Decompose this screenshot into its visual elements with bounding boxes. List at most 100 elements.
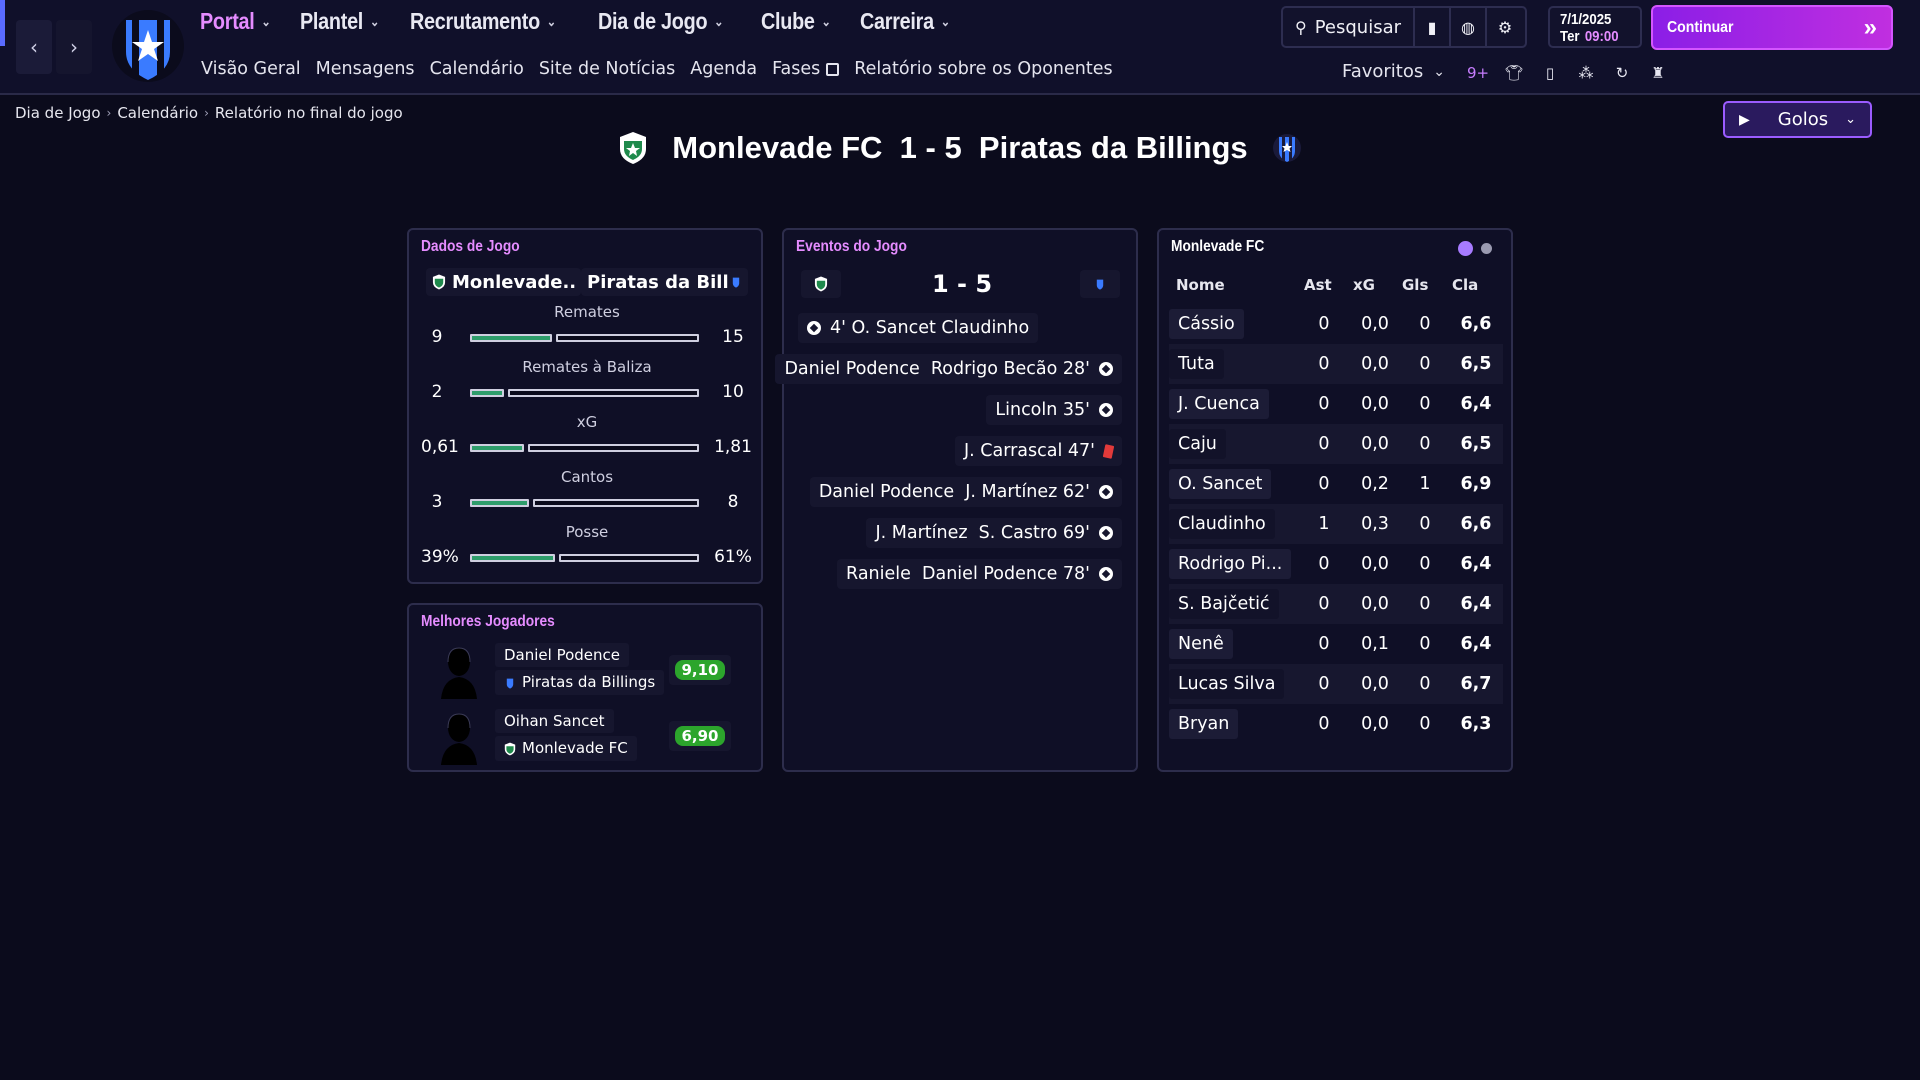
favorites-dropdown[interactable]: Favoritos ⌄ [1342, 61, 1445, 82]
tactics-board-icon[interactable]: ▯ [1545, 64, 1555, 82]
shirt-icon[interactable]: 👕︎ [1504, 64, 1524, 82]
assists-cell: 0 [1318, 434, 1330, 454]
player-name[interactable]: Caju [1169, 429, 1226, 459]
player-name[interactable]: O. Sancet [1169, 469, 1272, 499]
event-item[interactable]: J. Martínez S. Castro 69' [866, 518, 1122, 548]
subnav-calendario[interactable]: Calendário [429, 59, 524, 79]
search-icon: ⚲ [1295, 17, 1307, 37]
subnav-site-noticias[interactable]: Site de Notícias [538, 59, 676, 79]
lineup-ratings-panel: Monlevade FC Nome Ast xG Gls Cla Cássio 0… [1157, 228, 1513, 772]
nav-portal[interactable]: Portal ⌄ [200, 8, 271, 34]
assists-cell: 0 [1318, 634, 1330, 654]
stat-away-value: 1,81 [714, 437, 752, 457]
goals-highlights-button[interactable]: ▶ Golos ⌄ [1723, 101, 1872, 138]
table-row[interactable]: Cássio 0 0,0 0 6,6 [1169, 304, 1503, 344]
event-item[interactable]: J. Carrascal 47' [954, 436, 1122, 466]
table-row[interactable]: Bryan 0 0,0 0 6,3 [1169, 704, 1503, 744]
assists-cell: 0 [1318, 594, 1330, 614]
player-name[interactable]: Tuta [1169, 349, 1224, 379]
event-item[interactable]: Raniele Daniel Podence 78' [837, 559, 1122, 589]
xg-cell: 0,0 [1361, 394, 1389, 414]
breadcrumb-dia-de-jogo[interactable]: Dia de Jogo [15, 104, 101, 122]
best-player-row[interactable]: Oihan Sancet Monlevade FC 6,90 [437, 709, 747, 765]
subnav-mensagens[interactable]: Mensagens [315, 59, 415, 79]
date-text: 7/1/2025 [1560, 11, 1612, 28]
table-row[interactable]: J. Cuenca 0 0,0 0 6,4 [1169, 384, 1503, 424]
player-rating: 9,10 [675, 660, 725, 680]
table-row[interactable]: Tuta 0 0,0 0 6,5 [1169, 344, 1503, 384]
xg-cell: 0,2 [1361, 474, 1389, 494]
back-button[interactable]: ‹ [16, 20, 52, 74]
player-name: Daniel Podence [495, 643, 630, 667]
stat-away-value: 61% [714, 547, 752, 567]
globe-icon[interactable]: ◍ [1451, 8, 1488, 46]
player-name[interactable]: Lucas Silva [1169, 669, 1285, 699]
panel-title: Monlevade FC [1171, 238, 1265, 255]
nav-plantel[interactable]: Plantel ⌄ [299, 8, 380, 34]
player-name[interactable]: Rodrigo Pi... [1169, 549, 1292, 579]
table-row[interactable]: Rodrigo Pi... 0 0,0 0 6,4 [1169, 544, 1503, 584]
player-name[interactable]: S. Bajčetić [1169, 589, 1279, 619]
forward-button[interactable]: › [56, 20, 92, 74]
search-button[interactable]: ⚲ Pesquisar [1283, 8, 1416, 46]
stats-home-team[interactable]: Monlevade... [426, 268, 581, 296]
table-row[interactable]: Nenê 0 0,1 0 6,4 [1169, 624, 1503, 664]
table-row[interactable]: S. Bajčetić 0 0,0 0 6,4 [1169, 584, 1503, 624]
stats-away-team[interactable]: Piratas da Billi... [581, 268, 748, 296]
stat-home-bar-fill [472, 336, 550, 340]
subnav-relatorio-oponentes[interactable]: Relatório sobre os Oponentes [854, 59, 1113, 79]
player-name[interactable]: Bryan [1169, 709, 1239, 739]
panel-title: Melhores Jogadores [421, 613, 555, 630]
event-item[interactable]: Lincoln 35' [986, 395, 1122, 425]
stat-home-value: 3 [431, 492, 443, 512]
subnav-visao-geral[interactable]: Visão Geral [201, 59, 301, 79]
club-logo[interactable] [110, 8, 186, 84]
external-link-icon [826, 62, 840, 76]
trophy-icon[interactable]: ♜ [1651, 64, 1665, 82]
player-name[interactable]: Claudinho [1169, 509, 1275, 539]
stat-label: Remates [554, 303, 620, 321]
subnav-agenda[interactable]: Agenda [690, 59, 758, 79]
match-title-text: Monlevade FC 1 - 5 Piratas da Billings [672, 130, 1248, 165]
col-cla[interactable]: Cla [1452, 276, 1479, 294]
continue-button[interactable]: Continuar » [1651, 5, 1893, 50]
staff-icon[interactable]: ⁂ [1578, 64, 1594, 82]
bookmark-icon[interactable]: ▮ [1415, 8, 1452, 46]
page-dot-active[interactable] [1458, 241, 1473, 256]
stat-away-value: 10 [722, 382, 744, 402]
table-row[interactable]: O. Sancet 0 0,2 1 6,9 [1169, 464, 1503, 504]
col-xg[interactable]: xG [1353, 276, 1375, 294]
table-row[interactable]: Lucas Silva 0 0,0 0 6,7 [1169, 664, 1503, 704]
table-row[interactable]: Claudinho 1 0,3 0 6,6 [1169, 504, 1503, 544]
nav-recrutamento[interactable]: Recrutamento ⌄ [409, 8, 556, 34]
stat-away-bar [559, 554, 699, 562]
player-name[interactable]: J. Cuenca [1169, 389, 1269, 419]
event-item[interactable]: 4' O. Sancet Claudinho [798, 313, 1039, 343]
best-player-row[interactable]: Daniel Podence Piratas da Billings 9,10 [437, 643, 747, 699]
goals-cell: 0 [1419, 434, 1431, 454]
player-name[interactable]: Cássio [1169, 309, 1244, 339]
ball-icon [807, 321, 821, 335]
chat-badge-icon[interactable]: 9+ [1466, 64, 1490, 82]
refresh-icon[interactable]: ↻ [1615, 64, 1629, 82]
goals-cell: 0 [1419, 674, 1431, 694]
nav-carreira[interactable]: Carreira ⌄ [860, 8, 950, 34]
sub-nav: Visão Geral Mensagens Calendário Site de… [201, 59, 1128, 79]
event-item[interactable]: Daniel Podence J. Martínez 62' [809, 477, 1122, 507]
player-club: Monlevade FC [495, 736, 637, 761]
col-ast[interactable]: Ast [1304, 276, 1332, 294]
page-dot[interactable] [1481, 243, 1492, 254]
nav-dia-de-jogo[interactable]: Dia de Jogo ⌄ [597, 8, 724, 34]
player-name[interactable]: Nenê [1169, 629, 1233, 659]
breadcrumb-calendario[interactable]: Calendário [117, 104, 199, 122]
xg-cell: 0,3 [1361, 514, 1389, 534]
date-display[interactable]: 7/1/2025 Ter 09:00 [1548, 6, 1642, 48]
subnav-fases[interactable]: Fases [772, 59, 840, 79]
event-item[interactable]: Daniel Podence Rodrigo Becão 28' [775, 354, 1122, 384]
gear-icon[interactable]: ⚙ [1497, 17, 1513, 37]
nav-clube[interactable]: Clube ⌄ [761, 8, 831, 34]
col-nome[interactable]: Nome [1176, 276, 1225, 294]
xg-cell: 0,0 [1361, 554, 1389, 574]
table-row[interactable]: Caju 0 0,0 0 6,5 [1169, 424, 1503, 464]
col-gls[interactable]: Gls [1402, 276, 1429, 294]
